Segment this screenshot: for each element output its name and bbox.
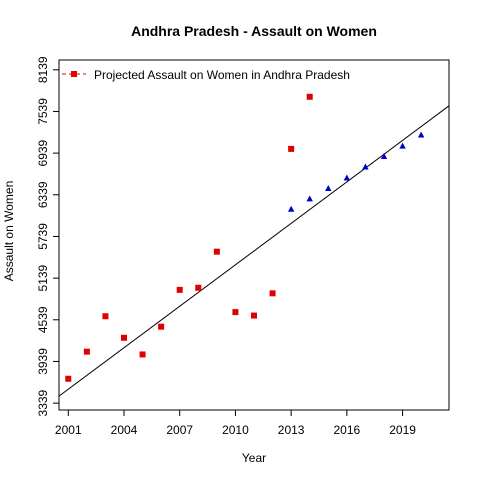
y-tick-label: 6939 [36,139,50,166]
data-point-square [176,286,183,293]
data-point-square [139,351,146,358]
data-point-triangle [362,163,369,170]
x-tick-label: 2001 [55,423,82,437]
chart-title: Andhra Pradesh - Assault on Women [131,23,377,39]
x-tick-label: 2019 [389,423,416,437]
y-tick-label: 6339 [36,181,50,208]
y-tick-label: 3339 [36,389,50,416]
x-tick-label: 2010 [222,423,249,437]
data-point-square [213,248,220,255]
data-point-square [65,375,72,382]
data-point-square [269,290,276,297]
x-tick-label: 2004 [111,423,138,437]
data-point-square [195,284,202,291]
data-point-triangle [306,195,313,202]
x-tick-label: 2013 [278,423,305,437]
data-point-square [232,309,239,316]
data-point-triangle [399,142,406,149]
plot-frame [58,59,450,411]
legend-entry-label: Projected Assault on Women in Andhra Pra… [94,68,350,82]
data-point-square [102,313,109,320]
legend: Projected Assault on Women in Andhra Pra… [62,68,350,82]
data-point-triangle [380,153,388,160]
y-tick-label: 7539 [36,98,50,125]
y-tick-label: 5139 [36,264,50,291]
y-tick-label: 3939 [36,348,50,375]
data-point-square [306,93,313,100]
y-tick-label: 5739 [36,223,50,250]
y-axis-label: Assault on Women [2,181,16,282]
y-tick-label: 8139 [36,56,50,83]
data-point-triangle [343,174,351,181]
data-point-triangle [325,184,332,191]
x-axis-label: Year [242,451,266,465]
x-tick-label: 2007 [166,423,193,437]
x-tick-label: 2016 [334,423,361,437]
data-point-square [288,145,295,152]
data-point-square [158,323,165,330]
x-axis-ticks: 2001 2004 2007 2010 2013 2016 2019 [55,410,416,437]
y-axis-ticks: 3339 3939 4539 5139 5739 6339 6939 7539 8139 [36,56,59,416]
data-point-triangle [417,131,425,138]
data-points [65,93,425,382]
data-point-square [251,312,257,319]
data-point-triangle [287,205,295,212]
y-tick-label: 4539 [36,306,50,333]
data-point-square [121,334,127,341]
legend-square-marker [71,71,77,77]
data-point-square [83,348,90,355]
